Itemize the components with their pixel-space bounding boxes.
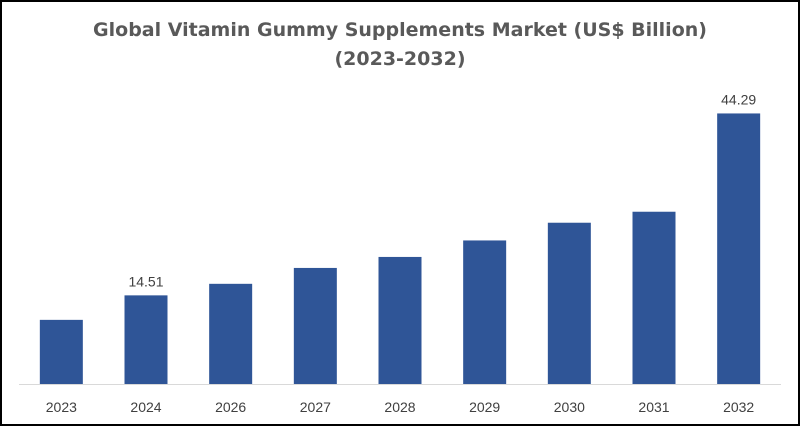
x-tick-label-2031: 2031 [638, 399, 669, 415]
chart-title: Global Vitamin Gummy Supplements Market … [93, 19, 707, 41]
bar-2029 [463, 240, 507, 384]
bars-group [39, 113, 761, 385]
x-tick-label-2030: 2030 [554, 399, 585, 415]
bar-2026 [209, 283, 253, 384]
x-tick-label-2026: 2026 [215, 399, 246, 415]
x-tick-labels: 2023 2024 2026 2027 2028 2029 2030 2031 2032 [46, 399, 755, 415]
x-tick-label-2032: 2032 [723, 399, 754, 415]
bar-2023 [39, 319, 83, 384]
bar-2027 [293, 267, 337, 384]
bar-2030 [547, 222, 591, 384]
chart-subtitle: (2023-2032) [334, 48, 466, 70]
x-tick-label-2028: 2028 [384, 399, 415, 415]
x-tick-label-2024: 2024 [130, 399, 161, 415]
data-label-2024: 14.51 [128, 273, 163, 289]
chart-title-block: Global Vitamin Gummy Supplements Market … [2, 16, 798, 74]
data-labels: 14.51 44.29 [128, 91, 756, 289]
bar-2032 [717, 113, 761, 385]
x-tick-label-2029: 2029 [469, 399, 500, 415]
bar-2031 [632, 211, 676, 384]
x-tick-label-2023: 2023 [46, 399, 77, 415]
x-tick-label-2027: 2027 [300, 399, 331, 415]
data-label-2032: 44.29 [721, 91, 756, 107]
bar-2028 [378, 256, 422, 384]
bar-2024 [124, 295, 168, 384]
